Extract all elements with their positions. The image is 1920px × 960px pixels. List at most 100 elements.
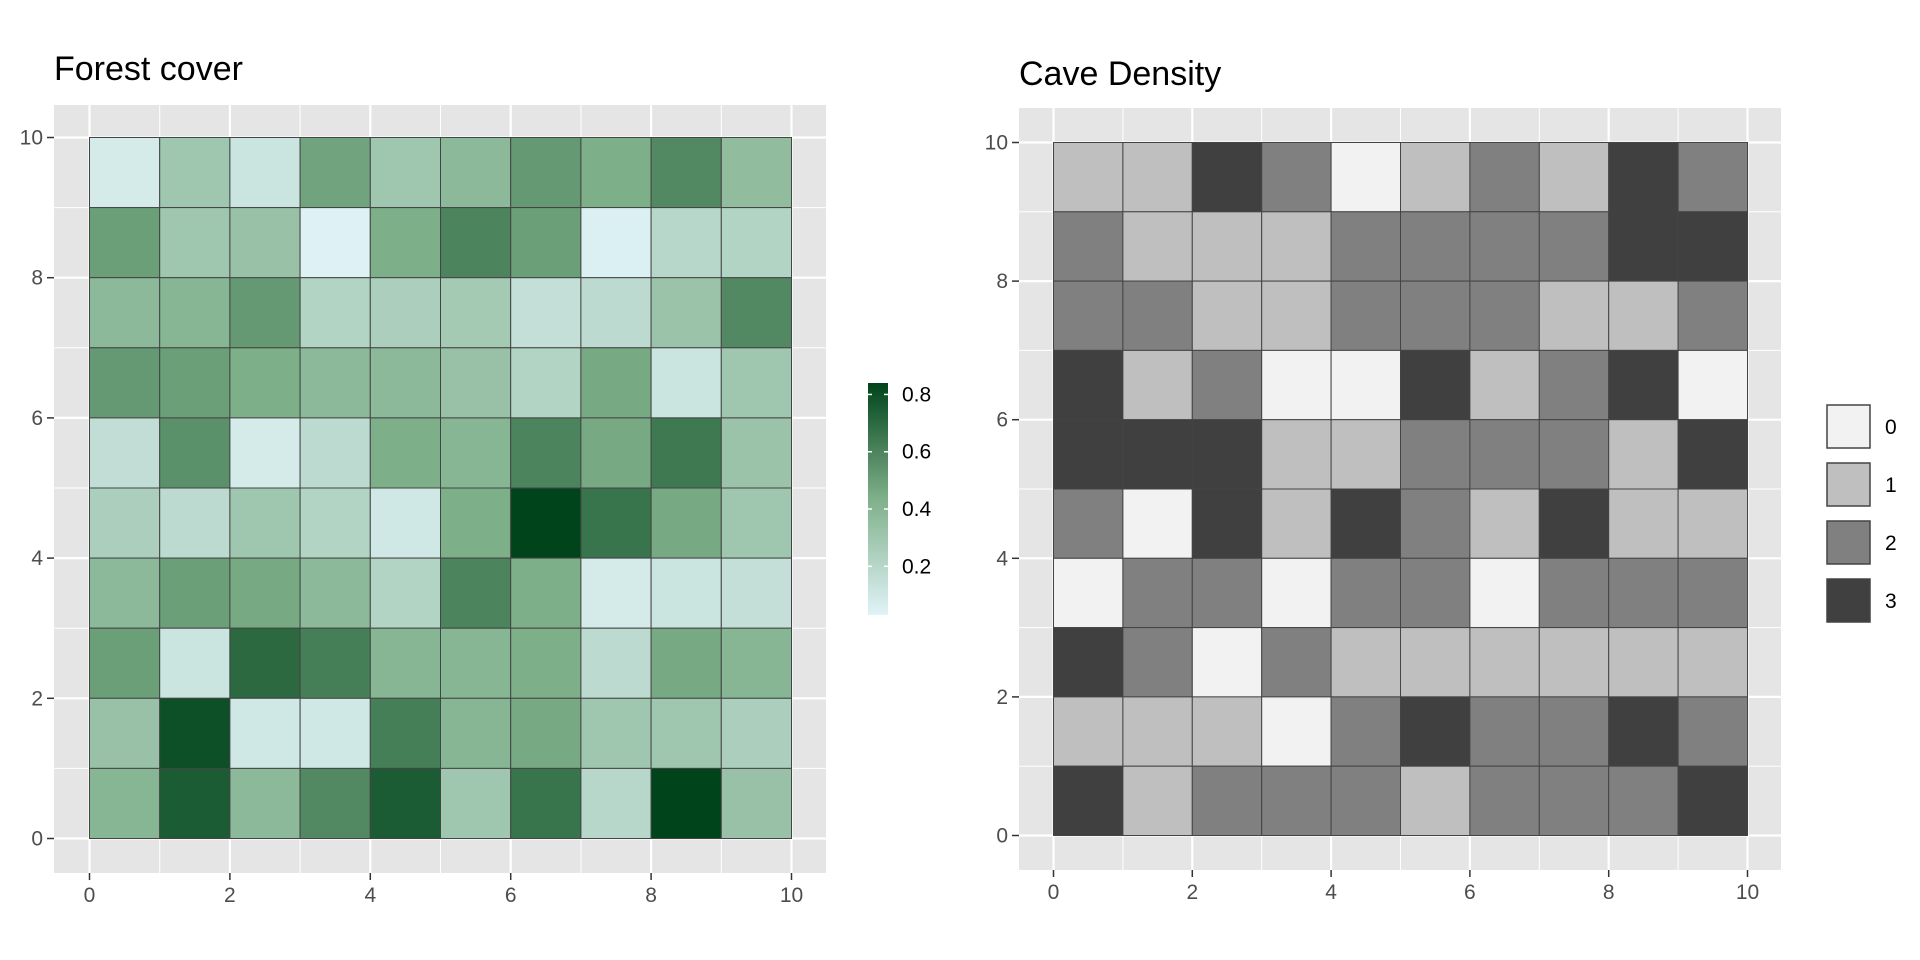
forest-tile <box>440 277 512 349</box>
forest-tile <box>229 487 301 559</box>
cave-tile <box>1122 557 1193 629</box>
forest-tile <box>299 137 371 209</box>
forest-tile <box>89 697 161 769</box>
cave-tile <box>1053 211 1124 282</box>
forest-tile <box>440 347 512 419</box>
forest-x-axis: 0 2 4 6 8 10 <box>84 873 803 907</box>
forest-tile <box>369 137 441 209</box>
cave-legend-key <box>1826 520 1871 565</box>
cave-tile <box>1469 211 1540 282</box>
cave-tile <box>1608 557 1679 629</box>
forest-tile <box>440 487 512 559</box>
cave-tile <box>1191 557 1263 629</box>
forest-tile <box>299 347 371 419</box>
cave-tile <box>1330 488 1401 559</box>
cave-legend-label: 2 <box>1885 532 1897 555</box>
forest-tile <box>159 417 231 489</box>
cave-tile <box>1261 627 1332 698</box>
cave-tile <box>1400 627 1471 698</box>
forest-tile <box>89 627 161 699</box>
forest-tile <box>89 137 161 209</box>
forest-tile <box>510 487 582 559</box>
forest-tile <box>369 487 441 559</box>
cave-tile <box>1053 280 1124 351</box>
cave-tile <box>1469 488 1540 559</box>
cave-tile <box>1330 280 1401 351</box>
forest-x-tick-label: 4 <box>364 884 376 907</box>
forest-colorbar-legend: 0.2 0.4 0.6 0.8 <box>868 383 932 615</box>
cave-tile <box>1122 280 1193 351</box>
cave-y-tick-label: 8 <box>996 270 1008 293</box>
cave-tile <box>1053 627 1124 698</box>
cave-x-axis: 0 2 4 6 8 10 <box>1048 870 1759 904</box>
cave-tile <box>1400 211 1471 282</box>
forest-tile <box>299 487 371 559</box>
cave-density-legend: 0 1 2 3 <box>1826 404 1897 623</box>
cave-tile <box>1191 349 1263 421</box>
forest-tile <box>440 697 512 769</box>
forest-x-tick-label: 6 <box>505 884 517 907</box>
cave-tile <box>1538 488 1610 559</box>
cave-tile <box>1261 765 1332 837</box>
cave-tile <box>1330 419 1401 490</box>
cave-y-tick-label: 0 <box>996 825 1008 848</box>
cave-tile <box>1677 696 1748 767</box>
cave-tile <box>1469 696 1540 767</box>
forest-tile <box>720 417 792 489</box>
cave-x-tick-label: 0 <box>1048 881 1060 904</box>
cave-tile <box>1191 142 1263 213</box>
colorbar-tick-label: 0.6 <box>902 441 931 464</box>
forest-tile <box>369 207 441 279</box>
forest-tile <box>299 697 371 769</box>
forest-tile <box>510 557 582 629</box>
cave-tile <box>1608 280 1679 351</box>
forest-tile <box>299 627 371 699</box>
cave-tile <box>1538 142 1610 213</box>
cave-tile <box>1053 419 1124 490</box>
forest-tile <box>369 767 441 840</box>
cave-tile <box>1122 696 1193 767</box>
cave-tile <box>1191 419 1263 490</box>
cave-tile <box>1191 488 1263 559</box>
forest-tile <box>580 487 652 559</box>
cave-chart-title: Cave Density <box>1019 55 1221 93</box>
cave-legend-label: 0 <box>1885 416 1897 439</box>
cave-tile <box>1677 142 1748 213</box>
cave-tile <box>1538 419 1610 490</box>
forest-tile <box>720 487 792 559</box>
cave-tile <box>1469 142 1540 213</box>
forest-tile <box>650 487 722 559</box>
colorbar-tick-label: 0.2 <box>902 555 931 578</box>
forest-y-tick-label: 6 <box>31 407 43 430</box>
cave-tile <box>1677 488 1748 559</box>
cave-legend-key <box>1826 404 1871 449</box>
cave-tile <box>1122 349 1193 421</box>
forest-tile <box>510 697 582 769</box>
cave-tile <box>1538 627 1610 698</box>
forest-tile <box>580 347 652 419</box>
forest-y-axis: 0 2 4 6 8 10 <box>20 127 54 851</box>
forest-tile <box>580 767 652 840</box>
cave-legend-label: 1 <box>1885 474 1897 497</box>
cave-tile <box>1608 488 1679 559</box>
cave-x-tick-label: 2 <box>1186 881 1198 904</box>
colorbar-tick-label: 0.4 <box>902 498 932 521</box>
cave-tile <box>1400 557 1471 629</box>
forest-tile <box>369 697 441 769</box>
forest-tile <box>580 697 652 769</box>
forest-tile <box>580 417 652 489</box>
cave-y-tick-label: 4 <box>996 547 1008 570</box>
forest-x-tick-label: 2 <box>224 884 236 907</box>
cave-tile <box>1400 419 1471 490</box>
forest-tile <box>229 417 301 489</box>
cave-tile <box>1608 696 1679 767</box>
cave-tile <box>1469 349 1540 421</box>
forest-tile <box>440 767 512 840</box>
cave-tile <box>1191 627 1263 698</box>
forest-tile <box>650 137 722 209</box>
cave-tile <box>1330 211 1401 282</box>
cave-y-tick-label: 6 <box>996 409 1008 432</box>
forest-tile <box>440 207 512 279</box>
